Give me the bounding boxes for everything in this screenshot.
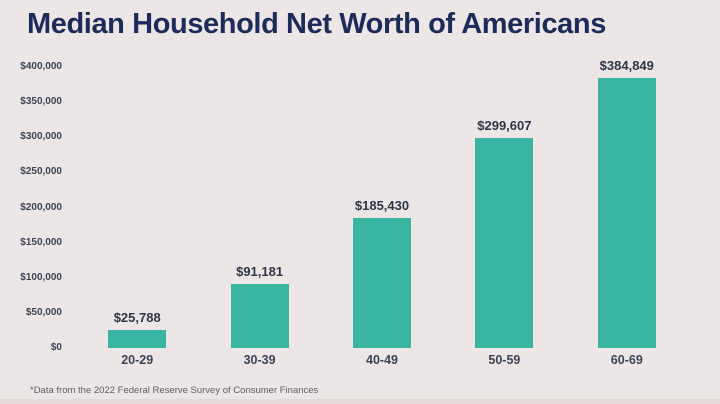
y-axis-tick-label: $250,000: [20, 166, 62, 178]
y-axis-tick-label: $0: [50, 342, 62, 353]
y-axis-tick-label: $200,000: [20, 201, 62, 213]
bar-value-label: $384,849: [599, 57, 654, 73]
x-axis-category-label: 30-39: [243, 353, 276, 367]
y-axis-tick-label: $100,000: [20, 271, 62, 283]
y-axis-tick-label: $400,000: [20, 61, 62, 72]
bar-40-49: [353, 217, 411, 348]
bar-20-29: [108, 329, 167, 348]
x-axis-category-label: 20-29: [121, 353, 154, 367]
source-footnote: *Data from the 2022 Federal Reserve Surv…: [30, 385, 319, 396]
bar-value-label: $185,430: [354, 197, 410, 213]
x-axis-category-label: 50-59: [488, 353, 521, 367]
bar-30-39: [230, 283, 289, 348]
y-axis-tick-label: $50,000: [25, 306, 62, 318]
x-axis-category-label: 60-69: [610, 353, 643, 367]
bar-value-label: $25,788: [113, 309, 161, 325]
bar-50-59: [475, 137, 534, 348]
y-axis-tick-label: $150,000: [20, 236, 62, 248]
x-axis-category-label: 40-49: [366, 353, 398, 367]
y-axis-tick-label: $350,000: [20, 96, 62, 108]
y-axis-tick-label: $300,000: [20, 131, 62, 143]
bar-value-label: $91,181: [236, 263, 284, 279]
chart-title: Median Household Net Worth of Americans: [27, 8, 606, 40]
bar-60-69: [597, 77, 656, 348]
bar-value-label: $299,607: [477, 117, 532, 133]
